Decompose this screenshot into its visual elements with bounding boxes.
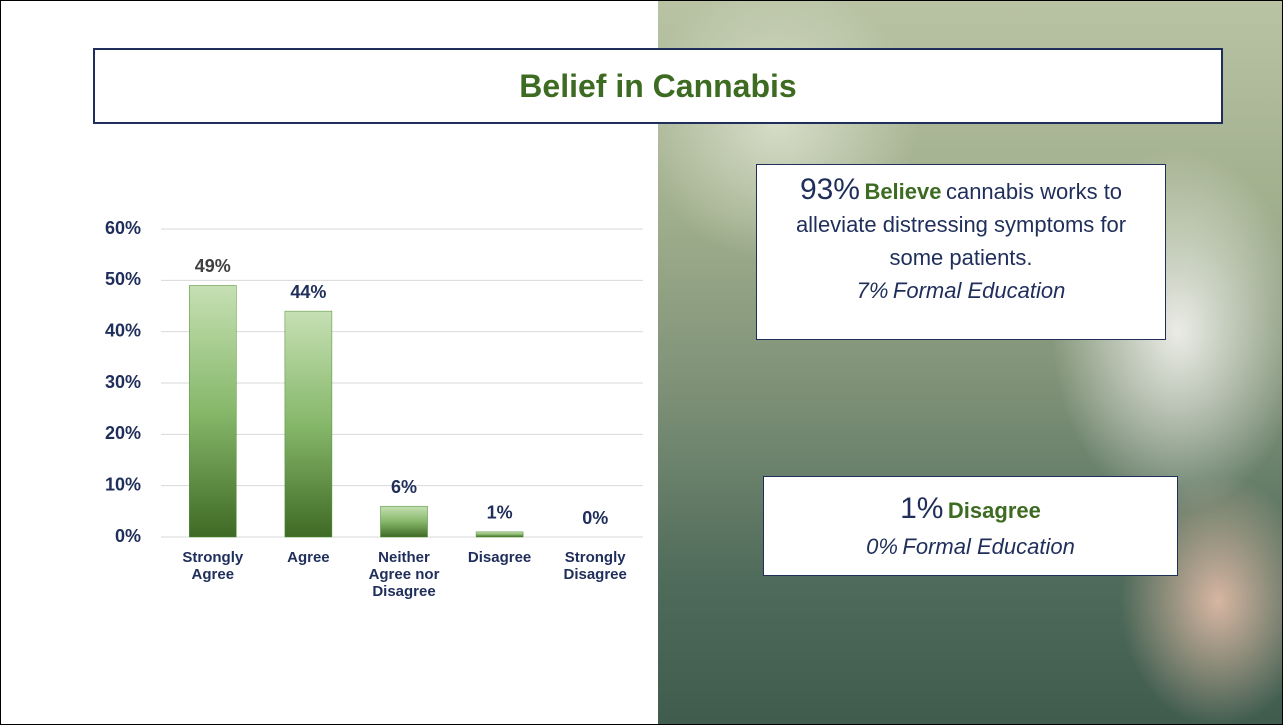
- keyword: Believe: [864, 179, 942, 204]
- value-label: 0%: [582, 508, 608, 528]
- bar: [380, 505, 428, 538]
- stat: 93%: [799, 173, 860, 206]
- x-tick-label: Agree: [287, 549, 330, 566]
- annotation-text: 1% Disagree: [764, 491, 1177, 532]
- value-label: 6%: [391, 477, 417, 497]
- annotation-box: 93% Believe cannabis works to alleviate …: [756, 164, 1166, 340]
- value-label: 1%: [487, 503, 513, 523]
- y-tick-label: 0%: [115, 526, 141, 546]
- annotation-box: 1% Disagree 0% Formal Education: [763, 476, 1178, 576]
- bar: [284, 310, 333, 538]
- x-tick-label: Disagree: [467, 549, 532, 566]
- text: cannabis works to alleviate distressing …: [795, 179, 1127, 270]
- value-label: 44%: [290, 282, 326, 302]
- chart-title: Belief in Cannabis: [519, 67, 797, 104]
- sub-text: Formal Education: [902, 534, 1075, 559]
- y-tick-label: 60%: [105, 218, 141, 238]
- y-tick-label: 10%: [105, 474, 141, 494]
- value-label: 49%: [195, 256, 231, 276]
- stat: 1%: [900, 492, 944, 525]
- keyword: Disagree: [947, 498, 1041, 523]
- bar: [475, 531, 524, 538]
- sub-line: 0% Formal Education: [764, 532, 1177, 565]
- sub-text: Formal Education: [892, 278, 1066, 303]
- title-box: Belief in Cannabis: [93, 48, 1223, 124]
- y-tick-label: 50%: [105, 269, 141, 289]
- y-tick-label: 40%: [105, 320, 141, 340]
- chart: 0% 10% 20% 30% 40% 50% 60% 49% 44% 6% 1% 0%: [105, 218, 643, 546]
- x-tick-label: Neither Agree nor Disagree: [368, 549, 440, 600]
- sub-line: 7% Formal Education: [757, 276, 1165, 309]
- x-tick-label: Strongly Disagree: [563, 549, 627, 583]
- annotation-text: 93% Believe cannabis works to alleviate …: [766, 175, 1156, 276]
- sub-stat: 7%: [856, 278, 889, 303]
- x-tick-label: Strongly Agree: [182, 549, 244, 583]
- sub-stat: 0%: [866, 534, 898, 559]
- y-tick-label: 20%: [105, 423, 141, 443]
- bar: [189, 285, 237, 538]
- y-tick-label: 30%: [105, 372, 141, 392]
